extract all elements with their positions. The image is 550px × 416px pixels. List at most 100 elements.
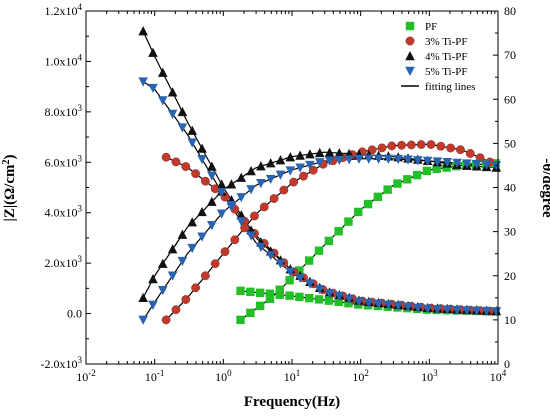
ti3_phase-point [220,247,230,257]
ti4_mod-point [167,87,178,97]
ti5_mod-point [177,123,188,133]
ti5_mod-point [295,273,305,283]
ti5_phase-point [481,160,492,170]
legend-label: PF [425,21,437,33]
pf_mod-point [285,291,294,300]
ti3_mod-point [181,162,191,171]
ti5_phase-point [383,154,394,164]
legend: PF 3% Ti-PF 4% Ti-PF 5% Ti-PF fitting lines [401,21,475,93]
ti5_phase-point [207,220,217,231]
ti4_phase-point [256,161,266,171]
pf_phase-point [265,294,275,303]
ti5_phase-point [187,243,198,254]
ti4_mod-point [177,106,188,117]
ti5_mod-point [314,285,325,295]
ti5_phase-point [275,170,286,180]
x-tick-label: 10-1 [145,368,165,384]
y-right-tick-label: 40 [504,181,516,195]
y-right-tick-label: 80 [504,4,516,18]
ti3_mod-point [171,157,181,167]
ti5_mod-point [265,251,276,261]
ti5_mod-point [393,301,404,311]
ti3_phase-point [299,171,308,181]
ti3_phase-point [210,259,220,269]
y-left-tick-label: 0.0 [67,307,82,321]
ti5_mod-point [403,302,413,312]
ti5_phase-point [246,185,256,195]
ti5_phase-point [344,155,354,165]
ti3_phase-point [171,305,181,315]
y-left-tick-label: 2.0x103 [45,254,83,270]
ti5_phase-point [177,256,188,267]
y-right-tick-label: 50 [504,136,516,150]
ti5_phase-point [138,315,148,325]
ti4_mod-point [207,161,217,171]
ti3_phase-point [387,141,397,151]
legend-item: 4% Ti-PF [405,51,468,63]
ti5_phase-point [265,174,276,185]
ti5_mod-point [148,83,158,94]
pf_phase-point [432,164,441,174]
pf_phase-point [422,166,432,176]
legend-item: fitting lines [401,81,475,93]
ti5_mod-point [373,299,384,310]
ti5_mod-point [334,292,345,302]
y-right-tick-label: 30 [504,225,516,239]
ti4_phase-point [295,150,305,160]
ti4_phase-point [167,244,178,254]
pf_phase-point [344,217,353,226]
ti5_mod-point [354,297,364,307]
legend-marker [405,66,415,76]
ti5_phase-point [422,156,433,166]
ti5_mod-point [216,188,227,198]
pf_mod-point [295,292,304,302]
legend-item: 3% Ti-PF [405,36,468,48]
ti5_mod-point [491,307,502,317]
ti5_phase-point [216,209,227,219]
ti5_phase-point [363,154,374,164]
ti4_mod-point [197,143,207,153]
ti4_phase-point [138,292,148,303]
ti5_phase-point [148,300,158,310]
legend-marker [405,51,415,61]
pf_phase-point [275,285,284,294]
ti4_mod-point [236,210,247,220]
pf_phase-point [373,192,383,202]
ti5_phase-point [334,155,345,166]
ti4_mod-point [216,179,227,189]
ti5_phase-point [354,154,364,164]
pf_mod-point [344,298,353,308]
ti5_mod-point [422,304,433,314]
ti4_phase-point [265,158,276,168]
ti4_mod-point [157,67,168,77]
ti5_mod-point [157,96,168,106]
x-tick-labels: 10-2 10-1 100 101 102 103 104 [76,368,507,384]
ti3_phase-point [191,283,200,293]
ti3_phase-point [446,143,456,153]
pf_mod-point [236,286,245,296]
ti5_mod-point [246,231,256,241]
ti5_mod-point [481,306,492,317]
ti4_mod-point [138,26,148,36]
y-right-tick-label: 10 [504,313,516,327]
ti5_mod-point [432,305,443,315]
ti3_phase-point [426,140,436,149]
pf_phase-point [363,199,373,209]
y-left-tick-label: 4.0x103 [45,204,83,220]
pf_mod-point [304,293,314,303]
ti4_phase-point [177,229,188,239]
pf_mod-point [314,295,324,304]
ti4_phase-point [226,179,237,189]
y-right-tick-label: 0 [504,357,510,371]
pf_phase-point [334,227,343,236]
ti4_phase-point [157,258,168,268]
ti5_mod-point [413,303,423,313]
ti5_mod-point [275,259,286,269]
ti4_phase-point [148,273,158,284]
y-right-tick-label: 60 [504,92,516,106]
legend-label: 4% Ti-PF [425,51,468,63]
ti5_phase-point [462,159,472,169]
legend-label: 3% Ti-PF [425,36,468,48]
ti5_mod-point [442,305,453,315]
ti5_phase-point [157,285,168,296]
